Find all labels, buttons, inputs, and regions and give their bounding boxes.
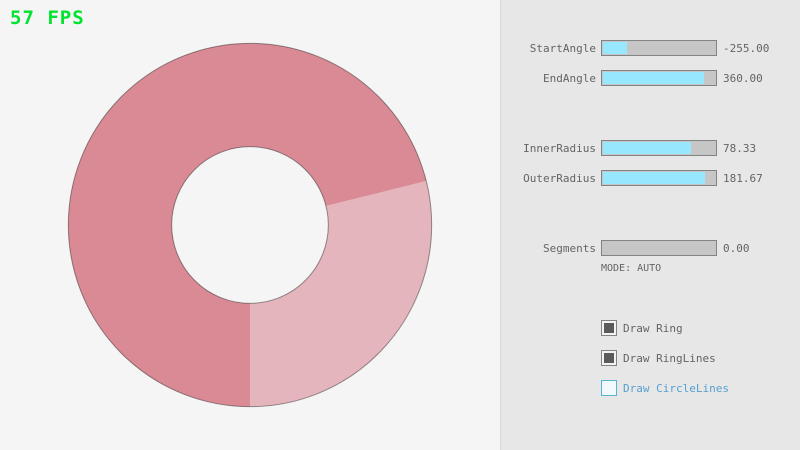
draw-ringlines-label: Draw RingLines xyxy=(623,352,716,365)
segments-value: 0.00 xyxy=(723,242,750,255)
innerradius-value: 78.33 xyxy=(723,142,757,155)
segments-label: Segments xyxy=(543,242,596,255)
slider-row-startangle: StartAngle -255.00 xyxy=(501,40,800,56)
draw-ringlines-checkmark xyxy=(604,353,614,363)
fps-counter: 57 FPS xyxy=(10,7,85,29)
ring-sector-light xyxy=(250,181,432,407)
innerradius-label: InnerRadius xyxy=(523,142,596,155)
startangle-slider[interactable] xyxy=(601,40,717,56)
controls-panel: StartAngle -255.00 EndAngle 360.00 Inner… xyxy=(500,0,800,450)
ring-outline-outer-circle xyxy=(67,42,433,408)
draw-ring-label: Draw Ring xyxy=(623,322,683,335)
outerradius-slider-fill xyxy=(603,172,705,184)
ring-sector-dark xyxy=(68,43,427,407)
ring-canvas xyxy=(67,42,433,408)
outerradius-label: OuterRadius xyxy=(523,172,596,185)
startangle-label: StartAngle xyxy=(529,42,596,55)
innerradius-slider-fill xyxy=(603,142,691,154)
outerradius-value: 181.67 xyxy=(723,172,763,185)
slider-row-innerradius: InnerRadius 78.33 xyxy=(501,140,800,156)
slider-row-outerradius: OuterRadius 181.67 xyxy=(501,170,800,186)
endangle-slider[interactable] xyxy=(601,70,717,86)
startangle-value: -255.00 xyxy=(723,42,770,55)
startangle-slider-fill xyxy=(603,42,628,54)
draw-ringlines-checkbox[interactable] xyxy=(601,350,617,366)
ring-outline-inner-circle xyxy=(171,146,329,304)
segments-mode-text: MODE: AUTO xyxy=(601,263,662,274)
endangle-value: 360.00 xyxy=(723,72,763,85)
draw-ring-checkbox[interactable] xyxy=(601,320,617,336)
innerradius-slider[interactable] xyxy=(601,140,717,156)
outerradius-slider[interactable] xyxy=(601,170,717,186)
checkbox-row-draw-ring: Draw Ring xyxy=(601,320,800,336)
slider-row-segments: Segments 0.00 xyxy=(501,240,800,256)
slider-row-endangle: EndAngle 360.00 xyxy=(501,70,800,86)
endangle-slider-fill xyxy=(603,72,704,84)
checkbox-row-draw-ringlines: Draw RingLines xyxy=(601,350,800,366)
draw-ring-checkmark xyxy=(604,323,614,333)
endangle-label: EndAngle xyxy=(543,72,596,85)
checkbox-row-draw-circlelines: Draw CircleLines xyxy=(601,380,800,396)
draw-circlelines-label: Draw CircleLines xyxy=(623,382,729,395)
draw-circlelines-checkbox[interactable] xyxy=(601,380,617,396)
segments-slider[interactable] xyxy=(601,240,717,256)
